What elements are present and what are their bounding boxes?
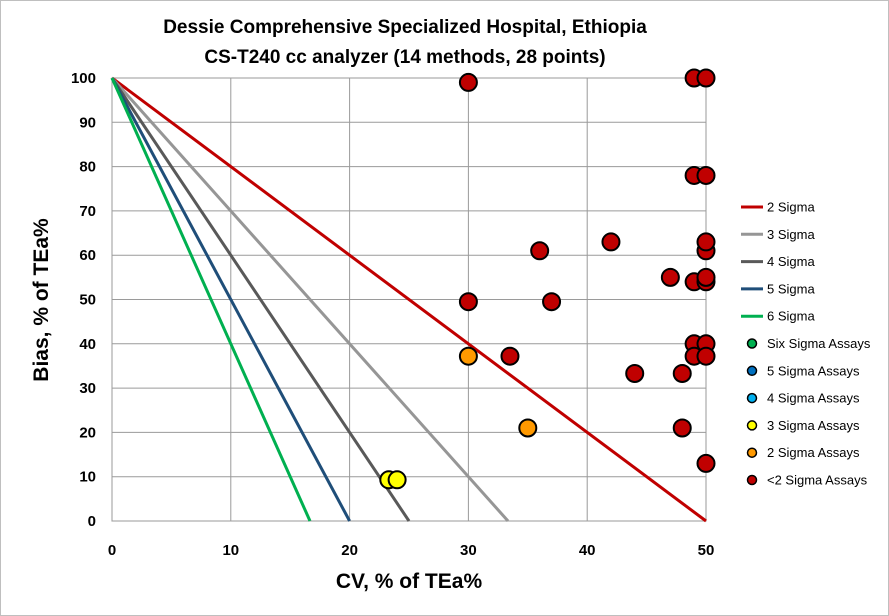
data-point--2-sigma-assays	[601, 232, 621, 252]
legend-label: 3 Sigma Assays	[767, 418, 860, 433]
y-tick-label: 30	[79, 380, 96, 397]
legend-label: 5 Sigma Assays	[767, 363, 860, 378]
legend-marker-swatch	[746, 392, 758, 404]
legend-label: 2 Sigma Assays	[767, 445, 860, 460]
x-tick-label: 30	[460, 542, 477, 559]
data-point--2-sigma-assays	[672, 418, 692, 438]
y-tick-label: 100	[71, 70, 96, 87]
legend-label: 2 Sigma	[767, 200, 815, 215]
legend-label: 4 Sigma Assays	[767, 391, 860, 406]
data-point--2-sigma-assays	[696, 165, 716, 185]
data-point-2-sigma-assays	[458, 346, 478, 366]
sigma-line-3	[110, 77, 510, 522]
legend: 2 Sigma 3 Sigma 4 Sigma 5 Sigma 6 Sigma Six S…	[741, 200, 871, 488]
tick-labels: 0 10 20 30 40 50 60 70 80 90 100 0 10 20 30 40 50	[71, 70, 714, 559]
data-point--2-sigma-assays	[696, 68, 716, 88]
y-tick-label: 20	[79, 424, 96, 441]
y-tick-label: 70	[79, 203, 96, 220]
y-tick-label: 80	[79, 159, 96, 176]
x-axis-title: CV, % of TEa%	[336, 570, 483, 593]
data-point--2-sigma-assays	[458, 292, 478, 312]
data-point-2-sigma-assays	[518, 418, 538, 438]
x-tick-label: 20	[341, 542, 358, 559]
sigma-line-2	[111, 76, 707, 523]
chart-title-line-1: Dessie Comprehensive Specialized Hospita…	[163, 17, 647, 38]
legend-marker-swatch	[746, 420, 758, 431]
data-point--2-sigma-assays	[542, 292, 562, 312]
sigma-lines	[110, 76, 707, 523]
sigma-line-6	[110, 77, 312, 522]
y-tick-label: 40	[79, 336, 96, 353]
x-tick-label: 10	[222, 542, 239, 559]
data-point--2-sigma-assays	[660, 267, 680, 287]
sigma-line-5	[110, 77, 351, 522]
legend-label: Six Sigma Assays	[767, 336, 871, 351]
legend-label: 4 Sigma	[767, 254, 815, 269]
y-tick-label: 50	[79, 292, 96, 309]
data-points	[379, 68, 716, 490]
y-tick-label: 0	[88, 513, 96, 530]
x-tick-label: 0	[108, 542, 116, 559]
chart-title-line-2: CS-T240 cc analyzer (14 methods, 28 poin…	[204, 47, 605, 68]
data-point--2-sigma-assays	[500, 346, 520, 366]
legend-label: 5 Sigma	[767, 281, 815, 296]
legend-label: 6 Sigma	[767, 309, 815, 324]
y-tick-label: 90	[79, 114, 96, 131]
legend-label: 3 Sigma	[767, 227, 815, 242]
y-axis-title: Bias, % of TEa%	[30, 218, 53, 382]
y-tick-label: 10	[79, 469, 96, 486]
data-point--2-sigma-assays	[625, 363, 645, 383]
legend-marker-swatch	[746, 365, 758, 377]
data-point--2-sigma-assays	[696, 346, 716, 366]
y-tick-label: 60	[79, 247, 96, 264]
data-point--2-sigma-assays	[696, 232, 716, 252]
data-point--2-sigma-assays	[458, 72, 478, 92]
data-point--2-sigma-assays	[696, 453, 716, 473]
data-point-3-sigma-assays	[387, 470, 407, 490]
data-point--2-sigma-assays	[672, 363, 692, 383]
x-tick-label: 50	[698, 542, 715, 559]
data-point--2-sigma-assays	[530, 241, 550, 261]
legend-marker-swatch	[746, 447, 758, 458]
sigma-line-4	[110, 77, 411, 522]
legend-label: <2 Sigma Assays	[767, 473, 868, 488]
legend-marker-swatch	[746, 338, 758, 349]
data-point--2-sigma-assays	[696, 267, 716, 287]
legend-marker-swatch	[746, 474, 758, 486]
x-tick-label: 40	[579, 542, 596, 559]
